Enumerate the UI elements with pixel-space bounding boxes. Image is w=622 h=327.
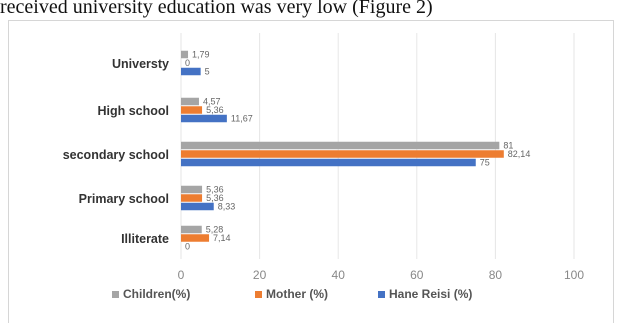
bar-children — [181, 141, 500, 150]
bar-hane-reisi — [181, 202, 214, 211]
bar-mother — [181, 150, 504, 158]
bar-hane-reisi — [181, 158, 476, 167]
x-tick-label: 20 — [253, 268, 267, 282]
data-label: 1,79 — [192, 49, 210, 59]
data-label: 4,57 — [203, 96, 221, 106]
x-tick-label: 100 — [564, 268, 584, 282]
bar-mother — [181, 106, 203, 114]
data-label: 5,36 — [206, 193, 224, 203]
bar-children — [181, 50, 189, 59]
figure-caption-text: received university education was very l… — [0, 0, 433, 18]
data-label: 8,33 — [218, 201, 236, 211]
bar-mother — [181, 234, 210, 242]
data-label: 5,36 — [206, 105, 224, 115]
data-label: 7,14 — [213, 233, 231, 243]
legend-label: Mother (%) — [266, 287, 328, 301]
category-label: High school — [97, 104, 169, 118]
data-label: 5,28 — [206, 224, 224, 234]
category-label: Illiterate — [121, 232, 169, 246]
bar-children — [181, 185, 203, 194]
bar-chart: 0 20 40 60 80 100 Universty 1,79 0 5 High school 4,… — [8, 20, 614, 323]
data-label: 11,67 — [231, 113, 253, 123]
data-label: 75 — [480, 157, 490, 167]
legend-swatch — [255, 291, 262, 298]
bar-children — [181, 225, 202, 234]
data-label: 0 — [185, 241, 190, 251]
data-label: 82,14 — [508, 149, 531, 159]
legend-label: Hane Reisi (%) — [389, 287, 472, 301]
data-label: 5 — [205, 66, 210, 76]
x-tick-label: 80 — [489, 268, 503, 282]
bar-mother — [181, 194, 203, 202]
x-tick-label: 0 — [178, 268, 185, 282]
bar-children — [181, 97, 199, 106]
category-label: Universty — [112, 57, 169, 71]
category-label: Primary school — [79, 192, 169, 206]
data-label: 5,36 — [206, 184, 224, 194]
data-label: 81 — [503, 140, 513, 150]
bar-hane-reisi — [181, 67, 201, 76]
legend-label: Children(%) — [123, 287, 190, 301]
legend-swatch — [112, 291, 119, 298]
legend-swatch — [378, 291, 385, 298]
category-label: secondary school — [63, 148, 169, 162]
x-tick-label: 60 — [410, 268, 424, 282]
data-label: 0 — [185, 58, 190, 68]
bar-hane-reisi — [181, 114, 227, 123]
x-tick-label: 40 — [332, 268, 346, 282]
